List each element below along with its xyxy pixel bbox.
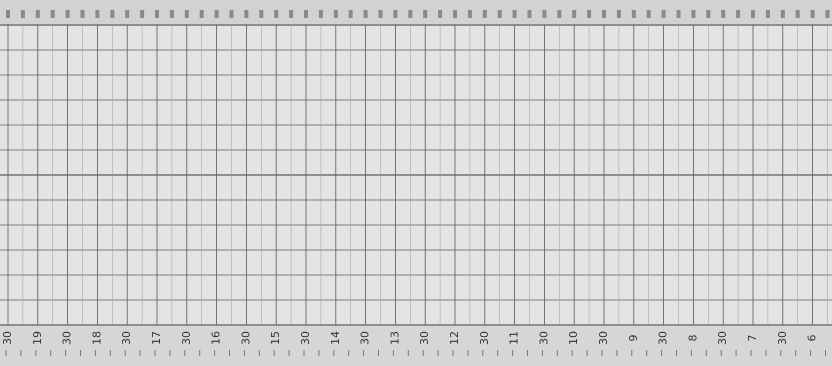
decoration	[5, 10, 830, 356]
perforation	[721, 10, 726, 18]
perforation	[557, 10, 562, 18]
x-tick-label: 30	[657, 331, 670, 345]
x-tick-label: 17	[150, 331, 163, 345]
x-tick-label: 11	[508, 331, 521, 345]
x-tick-label: 18	[90, 331, 103, 345]
x-tick-label: 30	[776, 331, 789, 345]
perforation	[646, 10, 651, 18]
x-tick-label: 8	[686, 335, 699, 342]
perforation	[348, 10, 353, 18]
perforation	[453, 10, 457, 18]
perforation	[691, 10, 696, 18]
perforation	[825, 10, 830, 18]
x-tick-label: 30	[239, 331, 252, 345]
perforation	[274, 10, 279, 18]
perforation	[259, 10, 264, 18]
x-tick-label: 19	[31, 331, 44, 345]
perforation	[661, 10, 666, 18]
x-tick-label: 30	[61, 331, 74, 345]
perforation	[736, 10, 741, 18]
perforation	[467, 10, 472, 18]
perforation	[6, 10, 10, 18]
perforation	[780, 10, 785, 18]
perforation	[497, 10, 502, 18]
perforation	[676, 10, 681, 18]
x-tick-label: 30	[597, 331, 610, 345]
perforation	[20, 10, 25, 18]
perforation	[80, 10, 85, 18]
perforation	[512, 10, 517, 18]
perforation	[333, 10, 338, 18]
x-tick-label: 15	[269, 331, 282, 345]
perforation	[155, 10, 159, 18]
perforation	[214, 10, 219, 18]
x-tick-label: 13	[388, 331, 401, 345]
x-tick-label: 30	[537, 331, 550, 345]
x-tick-label: 16	[210, 331, 223, 345]
perforation	[378, 10, 383, 18]
perforation	[751, 10, 755, 18]
perforation	[110, 10, 115, 18]
perforation	[438, 10, 443, 18]
perforation	[482, 10, 487, 18]
x-tick-label: 30	[359, 331, 372, 345]
x-tick-label: 30	[299, 331, 312, 345]
perforation	[304, 10, 308, 18]
x-tick-label: 14	[329, 331, 342, 345]
perforation	[363, 10, 368, 18]
perforation	[229, 10, 234, 18]
perforation	[572, 10, 577, 18]
perforation	[527, 10, 532, 18]
grid	[0, 24, 832, 326]
x-tick-label: 9	[627, 335, 640, 342]
perforation	[65, 10, 70, 18]
x-tick-label: 30	[120, 331, 133, 345]
x-tick-label: 30	[418, 331, 431, 345]
x-tick-label: 30	[180, 331, 193, 345]
perforation	[140, 10, 145, 18]
perforation	[602, 10, 606, 18]
bottom-strip	[0, 326, 832, 366]
x-tick-label: 7	[746, 335, 759, 342]
perforation	[95, 10, 100, 18]
x-tick-label: 30	[716, 331, 729, 345]
perforation	[616, 10, 621, 18]
perforation	[393, 10, 398, 18]
x-tick-label: 6	[806, 335, 819, 342]
perforation	[706, 10, 711, 18]
perforation	[765, 10, 770, 18]
perforation	[795, 10, 800, 18]
x-tick-label: 10	[567, 331, 580, 345]
perforation	[542, 10, 547, 18]
perforation	[244, 10, 249, 18]
perforation	[125, 10, 130, 18]
perforation	[199, 10, 204, 18]
perforation	[810, 10, 815, 18]
perforation	[318, 10, 323, 18]
perforation	[35, 10, 40, 18]
x-tick-label: 12	[448, 331, 461, 345]
x-tick-label: 30	[1, 331, 14, 345]
perforation	[631, 10, 636, 18]
perforation	[423, 10, 428, 18]
x-tick-label: 30	[478, 331, 491, 345]
perforation	[289, 10, 294, 18]
perforation	[184, 10, 189, 18]
perforation	[50, 10, 55, 18]
perforation	[169, 10, 174, 18]
perforation	[408, 10, 413, 18]
perforation	[587, 10, 592, 18]
